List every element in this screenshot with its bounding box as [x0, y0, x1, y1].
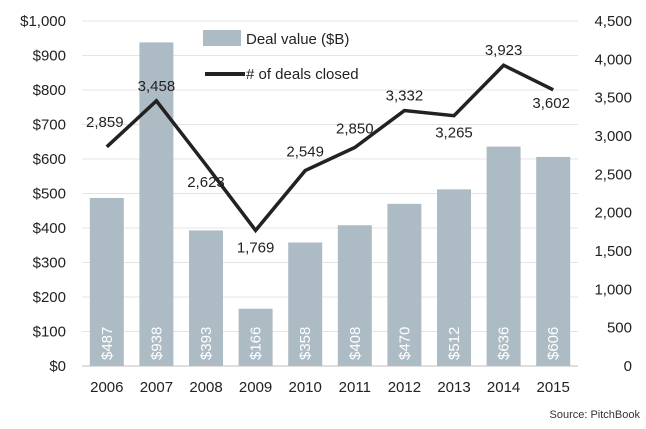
x-tick-label: 2006: [90, 379, 123, 396]
bar-deal-value: [288, 242, 323, 366]
x-tick-label: 2009: [239, 379, 272, 396]
deals-closed-value-label: 2,859: [86, 114, 124, 131]
deals-closed-value-label: 3,332: [386, 88, 424, 105]
x-tick-label: 2008: [189, 379, 222, 396]
bar-deal-value: [89, 197, 124, 366]
x-axis: 2006 2007 2008 2009 2010 2011 2012 2013 2014 2015: [90, 379, 570, 396]
right-y-tick-label: 4,500: [594, 13, 632, 30]
left-y-axis: $0 $100 $200 $300 $400 $500 $600 $700 $800 $900 $1…: [20, 13, 66, 375]
deals-closed-value-label: 3,265: [435, 125, 473, 142]
deal-value-bars: [89, 42, 571, 366]
right-y-tick-label: 500: [607, 320, 632, 337]
right-y-tick-label: 0: [624, 358, 632, 375]
right-y-tick-label: 1,500: [594, 243, 632, 260]
left-y-tick-label: $1,000: [20, 13, 66, 30]
deals-closed-labels: 2,859 3,458 2,623 1,769 2,549 2,850 3,332 3,265…: [86, 42, 570, 256]
left-y-tick-label: $800: [33, 82, 66, 99]
legend-label-deal-value: Deal value ($B): [246, 31, 349, 48]
deals-closed-line: [105, 63, 554, 234]
x-tick-label: 2014: [487, 379, 520, 396]
left-y-tick-label: $200: [33, 289, 66, 306]
bar-value-label: $393: [198, 327, 215, 360]
deals-closed-value-label: 3,602: [532, 95, 570, 112]
bar-deal-value: [337, 225, 372, 366]
bar-deal-value: [437, 189, 471, 366]
x-tick-label: 2010: [289, 379, 322, 396]
bar-value-label: $166: [248, 327, 265, 360]
right-y-tick-label: 3,000: [594, 128, 632, 145]
left-y-tick-label: $0: [49, 358, 66, 375]
right-y-tick-label: 2,000: [594, 205, 632, 222]
deals-closed-value-label: 2,549: [286, 144, 324, 161]
left-y-tick-label: $300: [33, 255, 66, 272]
left-y-tick-label: $700: [33, 117, 66, 134]
right-y-axis: 0 500 1,000 1,500 2,000 2,500 3,000 3,500 4,000 4…: [594, 13, 632, 375]
bar-value-label: $938: [148, 327, 165, 360]
deals-closed-value-label: 2,850: [336, 121, 374, 138]
bar-deal-value: [139, 42, 174, 366]
left-y-tick-label: $100: [33, 324, 66, 341]
deals-closed-line-layer: [105, 63, 554, 234]
bar-deal-value: [486, 146, 521, 366]
deals-closed-value-label: 1,769: [237, 239, 275, 256]
left-y-tick-label: $400: [33, 220, 66, 237]
left-y-tick-label: $900: [33, 48, 66, 65]
source-note: Source: PitchBook: [550, 409, 641, 421]
right-y-tick-label: 2,500: [594, 166, 632, 183]
right-y-tick-label: 1,000: [594, 281, 632, 298]
right-y-tick-label: 3,500: [594, 90, 632, 107]
legend-swatch-deal-value: [203, 30, 241, 46]
bar-value-label: $636: [496, 327, 513, 360]
deal-value-labels: $487 $938 $393 $166 $358 $408 $470 $512 $636 $606: [99, 327, 562, 360]
left-y-tick-label: $600: [33, 151, 66, 168]
x-tick-label: 2012: [388, 379, 421, 396]
bar-deal-value: [387, 203, 422, 366]
deals-closed-value-label: 3,458: [138, 78, 176, 95]
bar-deal-value: [536, 156, 571, 366]
bar-value-label: $487: [99, 327, 116, 360]
x-tick-label: 2007: [140, 379, 173, 396]
legend-label-deals-closed: # of deals closed: [246, 66, 359, 83]
bar-deal-value: [189, 230, 223, 366]
bar-deal-value: [238, 308, 273, 366]
bar-value-label: $358: [297, 327, 314, 360]
right-y-tick-label: 4,000: [594, 51, 632, 68]
bar-value-label: $470: [396, 327, 413, 360]
x-tick-label: 2013: [437, 379, 470, 396]
legend: Deal value ($B) # of deals closed: [203, 30, 359, 83]
left-y-tick-label: $500: [33, 186, 66, 203]
bar-value-label: $512: [446, 327, 463, 360]
bar-value-label: $606: [545, 327, 562, 360]
bar-value-label: $408: [347, 327, 364, 360]
deals-closed-value-label: 3,923: [485, 42, 523, 59]
x-tick-label: 2015: [537, 379, 570, 396]
deals-closed-value-label: 2,623: [187, 174, 225, 191]
x-tick-label: 2011: [339, 379, 371, 396]
